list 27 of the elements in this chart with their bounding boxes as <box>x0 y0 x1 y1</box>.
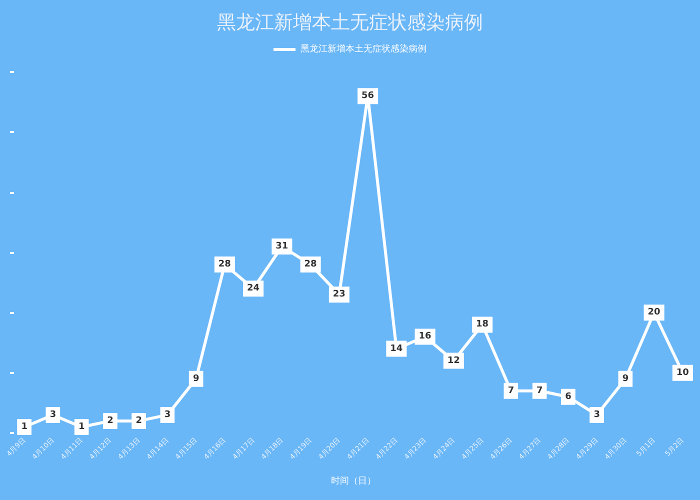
data-label: 9 <box>192 374 200 384</box>
data-label: 12 <box>447 356 460 366</box>
data-label: 18 <box>476 320 489 330</box>
data-label: 14 <box>390 344 403 354</box>
data-label: 10 <box>676 368 689 378</box>
data-label: 28 <box>304 260 317 270</box>
data-label: 31 <box>276 241 288 252</box>
data-label: 20 <box>648 308 660 318</box>
legend-label: 黑龙江新增本土无症状感染病例 <box>300 44 426 54</box>
data-label: 3 <box>594 410 600 420</box>
data-label: 6 <box>565 392 572 402</box>
data-label: 2 <box>107 416 114 426</box>
data-label: 1 <box>78 422 85 432</box>
data-label: 9 <box>622 374 629 384</box>
data-label: 56 <box>362 91 374 102</box>
data-label: 16 <box>418 332 432 342</box>
data-label: 3 <box>164 410 171 420</box>
data-label: 2 <box>136 416 142 426</box>
data-label: 7 <box>536 386 543 396</box>
chart-title: 黑龙江新增本土无症状感染病例 <box>217 12 483 34</box>
x-axis-title: 时间（日） <box>331 476 376 486</box>
data-label: 24 <box>247 284 260 294</box>
data-label: 23 <box>332 290 346 300</box>
data-label: 7 <box>508 386 514 396</box>
data-label: 3 <box>50 410 56 420</box>
data-label: 1 <box>21 422 28 432</box>
data-label: 28 <box>218 260 231 270</box>
